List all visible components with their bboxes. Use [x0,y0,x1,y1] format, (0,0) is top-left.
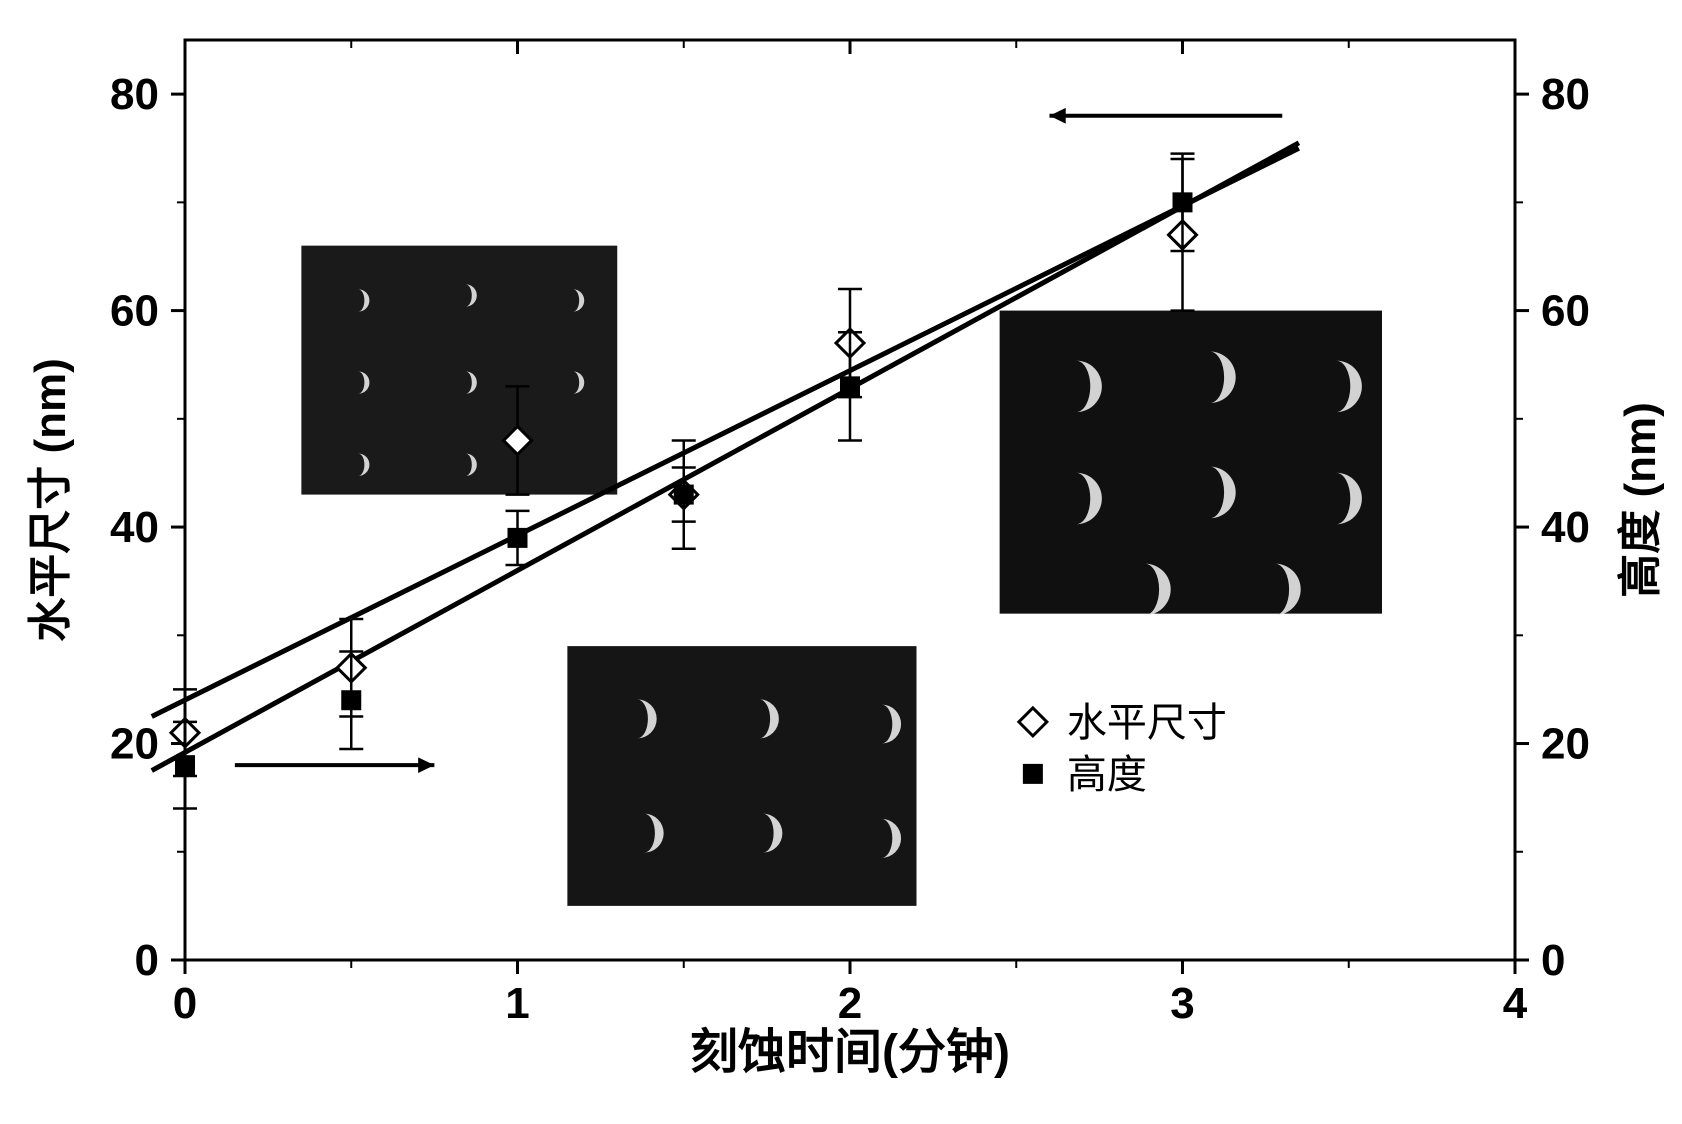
yrtick-label: 40 [1541,503,1590,552]
yrtick-label: 20 [1541,720,1590,769]
y-left-axis-label: 水平尺寸 (nm) [26,358,75,642]
y-right-axis-label: 高度 (nm) [1616,402,1665,598]
yltick-label: 80 [110,70,159,119]
xtick-label: 4 [1503,979,1528,1028]
inset-2 [1000,311,1382,616]
yltick-label: 0 [135,936,159,985]
yrtick-label: 0 [1541,936,1565,985]
xtick-label: 2 [838,979,862,1028]
yrtick-label: 60 [1541,287,1590,336]
inset-1 [567,646,916,906]
yltick-label: 60 [110,287,159,336]
yltick-label: 40 [110,503,159,552]
inset-0 [301,246,617,495]
chart-bg [0,0,1682,1124]
xtick-label: 0 [173,979,197,1028]
xtick-label: 1 [505,979,529,1028]
yltick-label: 20 [110,720,159,769]
xtick-label: 3 [1170,979,1194,1028]
yrtick-label: 80 [1541,70,1590,119]
legend-label-1: 高度 [1067,753,1147,797]
x-axis-label: 刻蚀时间(分钟) [690,1026,1010,1079]
legend-label-0: 水平尺寸 [1067,701,1227,745]
